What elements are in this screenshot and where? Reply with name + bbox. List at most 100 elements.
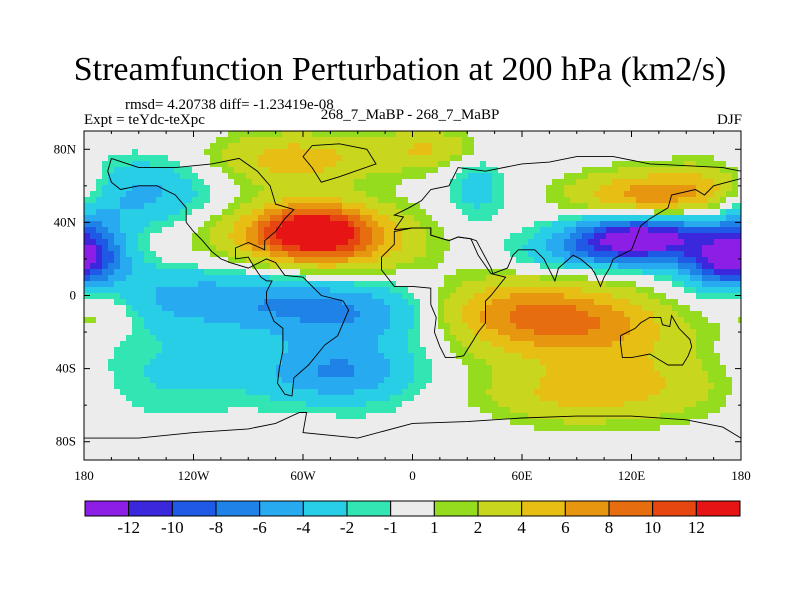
heatmap-cell (228, 209, 235, 216)
heatmap-cell (156, 347, 163, 354)
heatmap-cell (126, 395, 133, 402)
heatmap-cell (588, 155, 595, 162)
heatmap-cell (552, 353, 559, 360)
heatmap-cell (612, 251, 619, 258)
heatmap-cell (222, 383, 229, 390)
heatmap-cell (372, 383, 379, 390)
heatmap-cell (666, 233, 673, 240)
heatmap-cell (666, 395, 673, 402)
heatmap-cell (378, 329, 385, 336)
heatmap-cell (468, 269, 475, 276)
heatmap-cell (414, 377, 421, 384)
heatmap-cell (642, 149, 649, 156)
heatmap-cell (162, 215, 169, 222)
heatmap-cell (264, 347, 271, 354)
heatmap-cell (576, 275, 583, 282)
heatmap-cell (90, 359, 97, 366)
heatmap-cell (108, 323, 115, 330)
heatmap-cell (138, 311, 145, 318)
heatmap-cell (126, 269, 133, 276)
heatmap-cell (108, 389, 115, 396)
heatmap-cell (348, 317, 355, 324)
heatmap-cell (216, 281, 223, 288)
heatmap-cell (402, 371, 409, 378)
heatmap-cell (528, 131, 535, 138)
heatmap-cell (564, 359, 571, 366)
heatmap-cell (522, 167, 529, 174)
heatmap-cell (570, 209, 577, 216)
heatmap-cell (588, 245, 595, 252)
heatmap-cell (102, 281, 109, 288)
heatmap-cell (264, 263, 271, 270)
heatmap-cell (462, 143, 469, 150)
heatmap-cell (240, 203, 247, 210)
heatmap-cell (216, 341, 223, 348)
heatmap-cell (372, 149, 379, 156)
heatmap-cell (678, 215, 685, 222)
heatmap-cell (624, 371, 631, 378)
heatmap-cell (246, 365, 253, 372)
heatmap-cell (720, 287, 727, 294)
heatmap-cell (570, 299, 577, 306)
heatmap-cell (426, 341, 433, 348)
heatmap-cell (480, 239, 487, 246)
heatmap-cell (726, 383, 733, 390)
heatmap-cell (384, 167, 391, 174)
heatmap-cell (684, 167, 691, 174)
heatmap-cell (564, 191, 571, 198)
heatmap-cell (330, 143, 337, 150)
heatmap-cell (264, 299, 271, 306)
heatmap-cell (594, 383, 601, 390)
heatmap-cell (450, 203, 457, 210)
heatmap-cell (270, 155, 277, 162)
heatmap-cell (84, 209, 91, 216)
heatmap-cell (426, 323, 433, 330)
heatmap-cell (696, 341, 703, 348)
heatmap-cell (504, 275, 511, 282)
heatmap-cell (426, 347, 433, 354)
heatmap-cell (432, 179, 439, 186)
heatmap-cell (690, 173, 697, 180)
heatmap-cell (462, 167, 469, 174)
heatmap-cell (564, 353, 571, 360)
heatmap-cell (348, 149, 355, 156)
heatmap-cell (420, 365, 427, 372)
heatmap-cell (474, 323, 481, 330)
heatmap-cell (504, 269, 511, 276)
heatmap-cell (654, 359, 661, 366)
heatmap-cell (228, 215, 235, 222)
heatmap-cell (558, 185, 565, 192)
heatmap-cell (288, 365, 295, 372)
heatmap-cell (696, 269, 703, 276)
heatmap-cell (282, 149, 289, 156)
heatmap-cell (192, 311, 199, 318)
heatmap-cell (234, 269, 241, 276)
heatmap-cell (90, 371, 97, 378)
heatmap-cell (390, 365, 397, 372)
heatmap-cell (210, 359, 217, 366)
heatmap-cell (180, 131, 187, 138)
heatmap-cell (246, 305, 253, 312)
heatmap-cell (246, 239, 253, 246)
heatmap-cell (600, 377, 607, 384)
heatmap-cell (96, 185, 103, 192)
heatmap-cell (210, 293, 217, 300)
heatmap-cell (240, 311, 247, 318)
heatmap-cell (222, 401, 229, 408)
heatmap-cell (564, 293, 571, 300)
heatmap-cell (288, 161, 295, 168)
heatmap-cell (252, 263, 259, 270)
heatmap-cell (462, 329, 469, 336)
heatmap-cell (660, 251, 667, 258)
heatmap-cell (108, 317, 115, 324)
heatmap-cell (558, 257, 565, 264)
heatmap-cell (282, 317, 289, 324)
heatmap-cell (576, 191, 583, 198)
heatmap-cell (570, 251, 577, 258)
heatmap-cell (330, 185, 337, 192)
heatmap-cell (426, 149, 433, 156)
heatmap-cell (510, 191, 517, 198)
heatmap-cell (270, 167, 277, 174)
heatmap-cell (666, 131, 673, 138)
heatmap-cell (618, 305, 625, 312)
